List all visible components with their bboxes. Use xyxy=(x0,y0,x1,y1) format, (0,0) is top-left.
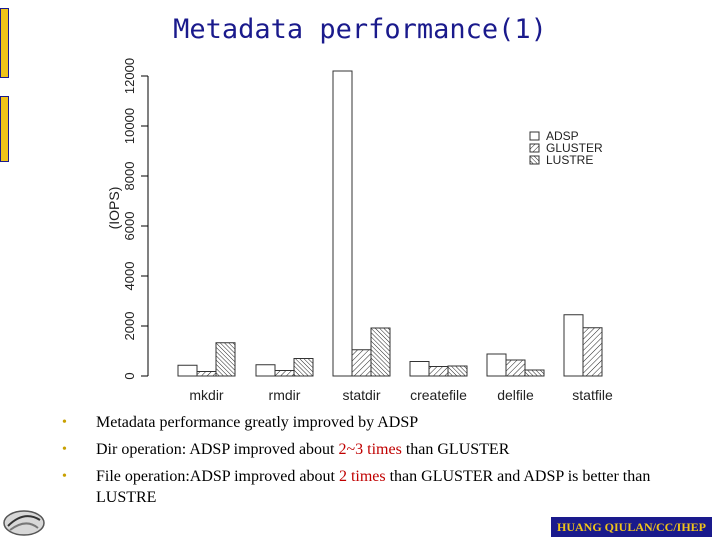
bar-lustre xyxy=(524,369,545,377)
bullet-2-highlight: 2~3 times xyxy=(338,441,402,458)
bar-gluster xyxy=(274,370,295,377)
footer-author: HUANG QIULAN/CC/IHEP xyxy=(550,517,712,537)
bullet-2: • Dir operation: ADSP improved about 2~3… xyxy=(62,439,682,460)
bar-lustre xyxy=(447,365,468,377)
bar-adsp xyxy=(563,314,584,377)
decor-bar-bottom xyxy=(0,96,9,162)
bullet-3-text: File operation:ADSP improved about xyxy=(96,468,339,485)
bar-adsp xyxy=(332,70,353,377)
bar-gluster xyxy=(351,349,372,377)
bullet-3-highlight: 2 times xyxy=(338,468,386,485)
legend-label-gluster: GLUSTER xyxy=(546,141,603,155)
x-tick-label: statfile xyxy=(572,387,613,403)
bullet-dot: • xyxy=(62,469,67,484)
x-tick-label: createfile xyxy=(410,387,467,403)
bar-chart: 0 2000 4000 6000 8000 10000 12000 (IOPS) mkdir rm… xyxy=(106,58,613,403)
bar-lustre xyxy=(215,342,236,377)
x-tick-label: delfile xyxy=(497,387,534,403)
institute-logo xyxy=(3,510,45,536)
bullet-3-text-end: than GLUSTER and ADSP is better than LUS… xyxy=(96,468,651,506)
legend-label-adsp: ADSP xyxy=(546,129,579,143)
x-tick-label: rmdir xyxy=(269,387,301,403)
legend-swatch-lustre xyxy=(529,155,540,165)
y-tick-label: 4000 xyxy=(122,262,137,291)
x-tick-label: statdir xyxy=(342,387,380,403)
legend-swatch-gluster xyxy=(529,143,540,153)
bullet-1-text: Metadata performance greatly improved by… xyxy=(96,414,419,431)
slide-title: Metadata performance(1) xyxy=(173,14,547,45)
bar-gluster xyxy=(582,327,603,377)
legend-swatch-adsp xyxy=(529,131,540,141)
y-tick-label: 0 xyxy=(122,372,137,379)
bar-lustre xyxy=(370,327,391,377)
legend-label-lustre: LUSTRE xyxy=(546,153,593,167)
y-tick-label: 2000 xyxy=(122,312,137,341)
decor-bar-top xyxy=(0,8,9,78)
bullet-dot: • xyxy=(62,415,67,430)
bar-adsp xyxy=(255,364,276,377)
bar-gluster xyxy=(428,366,449,377)
bullet-2-text-end: than GLUSTER xyxy=(401,441,510,458)
bullet-2-text: Dir operation: ADSP improved about xyxy=(96,441,339,458)
y-axis-label: (IOPS) xyxy=(106,187,122,230)
bar-adsp xyxy=(177,364,198,377)
y-tick-label: 12000 xyxy=(122,58,137,94)
bar-gluster xyxy=(505,359,526,377)
bar-lustre xyxy=(293,358,314,377)
bar-gluster xyxy=(196,371,217,377)
y-tick-label: 6000 xyxy=(122,212,137,241)
bullet-1: • Metadata performance greatly improved … xyxy=(62,412,682,433)
bar-adsp xyxy=(409,361,430,377)
y-tick-label: 8000 xyxy=(122,162,137,191)
y-tick-label: 10000 xyxy=(122,108,137,144)
bullet-list: • Metadata performance greatly improved … xyxy=(62,412,682,514)
x-tick-label: mkdir xyxy=(189,387,224,403)
bar-adsp xyxy=(486,353,507,377)
bullet-3: • File operation:ADSP improved about 2 t… xyxy=(62,466,682,508)
bullet-dot: • xyxy=(62,442,67,457)
